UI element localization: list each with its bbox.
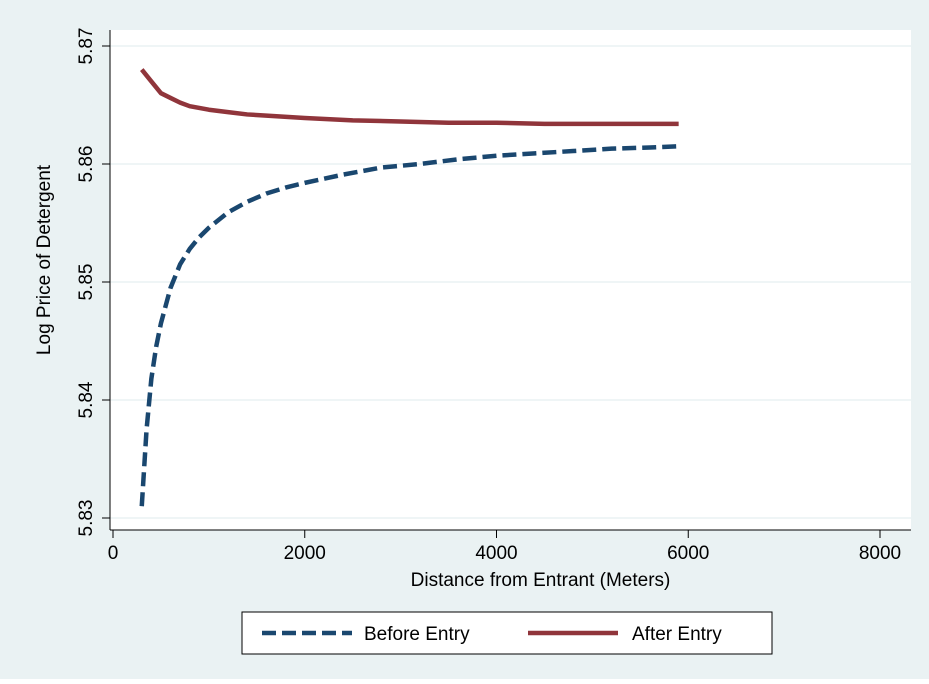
y-axis-title: Log Price of Detergent: [34, 164, 55, 355]
x-axis-title: Distance from Entrant (Meters): [411, 570, 671, 591]
series-line-before-entry: [139, 144, 679, 507]
x-tick-label: 8000: [859, 543, 901, 564]
grid-layer: [110, 45, 911, 519]
y-tick-label: 5.83: [76, 500, 97, 537]
series-layer: [139, 68, 679, 507]
x-tick-label: 6000: [667, 543, 709, 564]
legend-label-before-entry: Before Entry: [364, 624, 470, 645]
axes-layer: [109, 30, 911, 531]
x-tick-label: 2000: [284, 543, 326, 564]
legend-label-after-entry: After Entry: [632, 624, 722, 645]
series-line-after-entry: [140, 68, 679, 127]
legend: Before Entry After Entry: [241, 611, 773, 655]
y-tick-label: 5.84: [76, 381, 97, 418]
plot-area: [110, 30, 911, 530]
y-tick-label: 5.85: [76, 264, 97, 301]
ticks-layer: 5.83 5.84 5.85 5.86 5.87 0 2000 4000 6000 8000: [76, 28, 901, 564]
x-tick-label: 0: [108, 543, 119, 564]
y-tick-label: 5.86: [76, 146, 97, 183]
y-tick-label: 5.87: [76, 28, 97, 65]
x-tick-label: 4000: [475, 543, 517, 564]
